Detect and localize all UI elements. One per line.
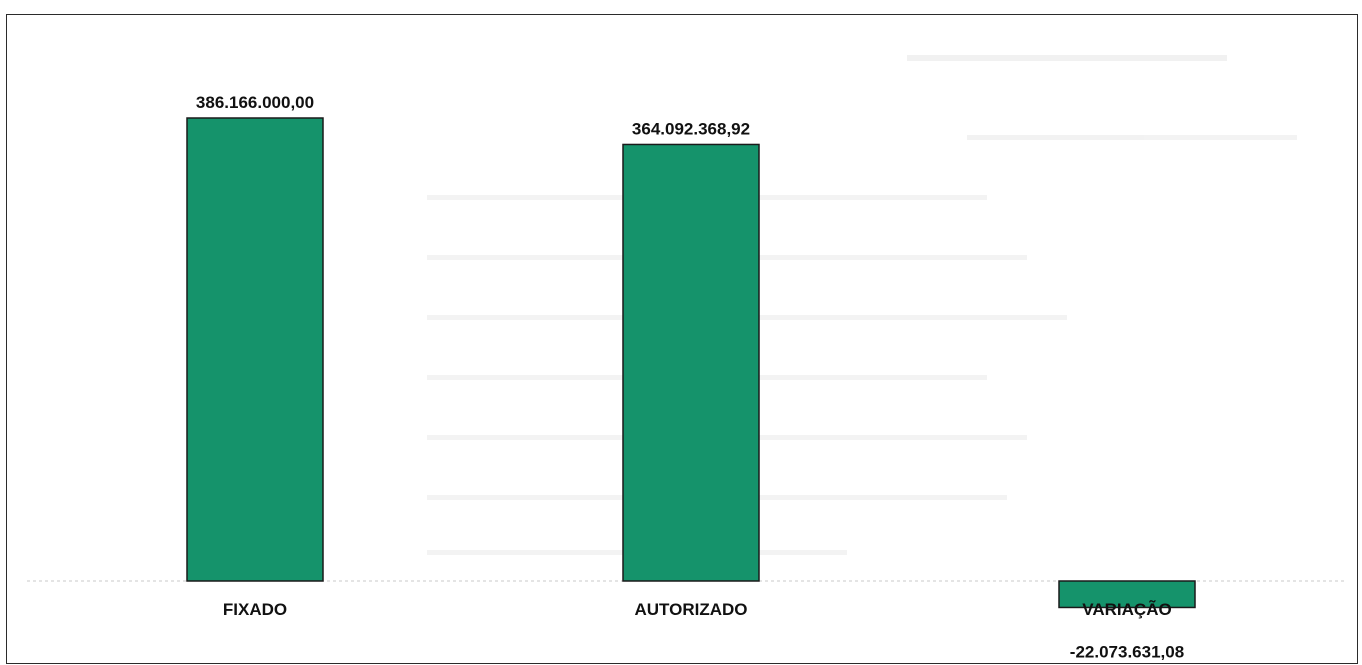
bar-variacao <box>1058 580 1196 609</box>
value-label-autorizado: 364.092.368,92 <box>632 119 750 138</box>
bar-chart: 386.166.000,00 FIXADO 364.092.368,92 AUTORI… <box>27 55 1347 661</box>
labels-layer: 386.166.000,00 FIXADO 364.092.368,92 AUTORI… <box>196 93 1184 661</box>
category-label-autorizado: AUTORIZADO <box>634 600 747 619</box>
background-show-through <box>427 55 1297 555</box>
category-label-fixado: FIXADO <box>223 600 287 619</box>
value-label-fixado: 386.166.000,00 <box>196 93 314 112</box>
value-label-variacao: -22.073.631,08 <box>1070 642 1184 661</box>
category-label-variacao: VARIAÇÃO <box>1082 599 1171 619</box>
chart-frame: 386.166.000,00 FIXADO 364.092.368,92 AUTORI… <box>6 14 1358 664</box>
bars-layer <box>186 117 1196 609</box>
bar-fixado <box>186 117 324 582</box>
bar-autorizado <box>622 143 760 582</box>
